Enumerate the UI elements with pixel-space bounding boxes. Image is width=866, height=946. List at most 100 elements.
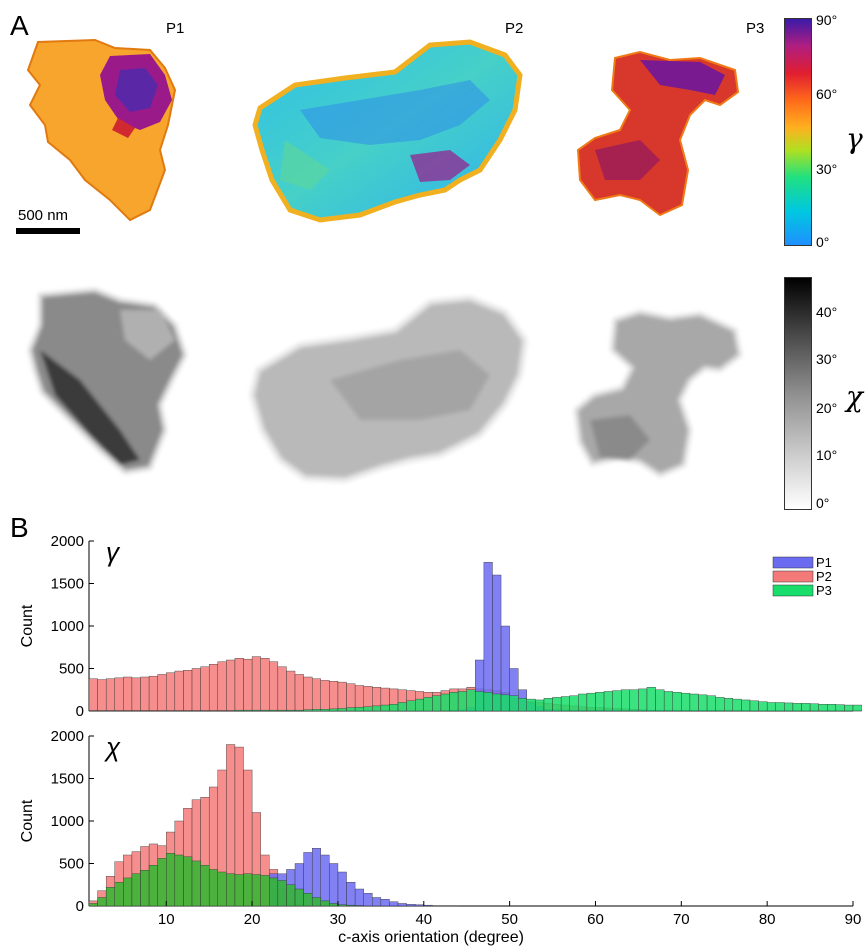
x-axis-label: c-axis orientation (degree)	[338, 929, 524, 946]
chi-symbol: χ	[846, 380, 863, 413]
bar-p2	[88, 678, 98, 712]
bar-p2	[251, 656, 261, 712]
bar-p1	[354, 888, 364, 907]
y-axis-label: Count	[19, 604, 36, 647]
legend-label-p2: P2	[816, 569, 832, 584]
bar-p3	[655, 689, 665, 712]
gamma-tick-30: 30°	[816, 161, 838, 177]
bar-p3	[320, 709, 330, 712]
bar-p3	[449, 692, 459, 712]
bar-p3	[732, 698, 742, 712]
bar-p2	[260, 658, 270, 712]
bar-p2	[105, 678, 115, 712]
bar-p3	[758, 701, 768, 712]
bar-p3	[784, 702, 794, 712]
bar-p3	[844, 704, 854, 712]
bar-p2	[329, 681, 339, 712]
bar-p3	[294, 888, 304, 907]
bar-p3	[174, 854, 184, 907]
x-tick-label: 50	[501, 911, 518, 928]
gamma-tick-60: 60°	[816, 86, 838, 102]
bar-p3	[586, 692, 596, 712]
bar-p1	[423, 904, 433, 907]
bar-p3	[346, 904, 356, 907]
x-tick-label: 10	[158, 911, 175, 928]
bar-p3	[415, 698, 424, 712]
x-tick-label: 30	[330, 911, 347, 928]
bar-p3	[835, 704, 845, 712]
bar-p3	[114, 882, 124, 907]
particle-label-p3: P3	[746, 20, 765, 37]
bar-p3	[741, 699, 751, 712]
bar-p2	[191, 668, 201, 712]
bar-p2	[294, 674, 304, 712]
bar-p3	[509, 695, 519, 712]
bar-p3	[809, 703, 819, 712]
bar-p3	[337, 708, 347, 712]
bar-p1	[415, 904, 424, 907]
panel-a-letter: A	[10, 10, 29, 41]
bar-p3	[286, 709, 296, 712]
bar-p2	[303, 676, 313, 712]
bar-p2	[148, 675, 158, 712]
bar-p3	[208, 869, 218, 907]
bar-p3	[612, 690, 622, 712]
histogram-chi: 0 500 1000 1500 2000 Count 10 20 30 40 50 60 70 80 90 c…	[19, 728, 861, 946]
bar-p3	[166, 853, 176, 907]
bar-p3	[243, 709, 253, 712]
bar-p3	[286, 884, 296, 907]
x-tick-label: 70	[673, 911, 690, 928]
panel-b-letter: B	[10, 512, 29, 543]
bar-p3	[483, 692, 493, 712]
bar-p3	[354, 706, 364, 712]
bar-p3	[440, 693, 450, 712]
x-tick-label: 80	[759, 911, 776, 928]
bar-p2	[346, 683, 356, 712]
bar-p3	[389, 704, 399, 712]
bar-p3	[303, 709, 313, 712]
scale-bar-label: 500 nm	[18, 207, 69, 224]
gamma-map-p3	[576, 50, 740, 217]
bar-p3	[406, 700, 416, 712]
bar-p2	[217, 661, 227, 712]
bar-p3	[827, 704, 837, 712]
bar-p2	[200, 666, 210, 712]
bar-p3	[260, 709, 270, 712]
bar-p3	[432, 695, 442, 712]
chi-map-p3	[573, 309, 743, 478]
bar-p3	[88, 903, 98, 907]
bar-p2	[269, 661, 279, 712]
gamma-colorbar	[784, 18, 812, 246]
chi-tick-10: 10°	[816, 447, 838, 463]
bar-p3	[243, 873, 253, 907]
bar-p3	[475, 691, 485, 712]
bar-p2	[97, 679, 107, 712]
bar-p1	[492, 574, 502, 712]
chi-tick-30: 30°	[816, 351, 838, 367]
bar-p3	[320, 900, 330, 907]
x-tick-label: 20	[244, 911, 261, 928]
x-tick-label: 90	[845, 911, 862, 928]
bar-p3	[852, 704, 862, 712]
particle-label-p1: P1	[166, 20, 185, 37]
gamma-symbol: γ	[846, 122, 863, 155]
bar-p2	[320, 680, 330, 712]
bar-p3	[518, 698, 527, 712]
bar-p2	[277, 666, 287, 712]
bar-p3	[234, 874, 244, 907]
bar-p3	[217, 871, 227, 907]
bar-p3	[663, 691, 673, 712]
bar-p3	[372, 705, 382, 712]
bar-p3	[269, 877, 279, 907]
y-tick-label: 500	[59, 856, 84, 873]
bar-p2	[131, 677, 141, 712]
bar-p3	[706, 695, 716, 712]
bar-p2	[123, 676, 133, 712]
bar-p3	[191, 860, 201, 907]
x-tick-label: 40	[415, 911, 432, 928]
scale-bar	[16, 228, 80, 234]
bar-p3	[595, 692, 605, 712]
bar-p3	[543, 698, 553, 712]
bar-p3	[105, 887, 115, 907]
bar-p3	[500, 694, 510, 712]
